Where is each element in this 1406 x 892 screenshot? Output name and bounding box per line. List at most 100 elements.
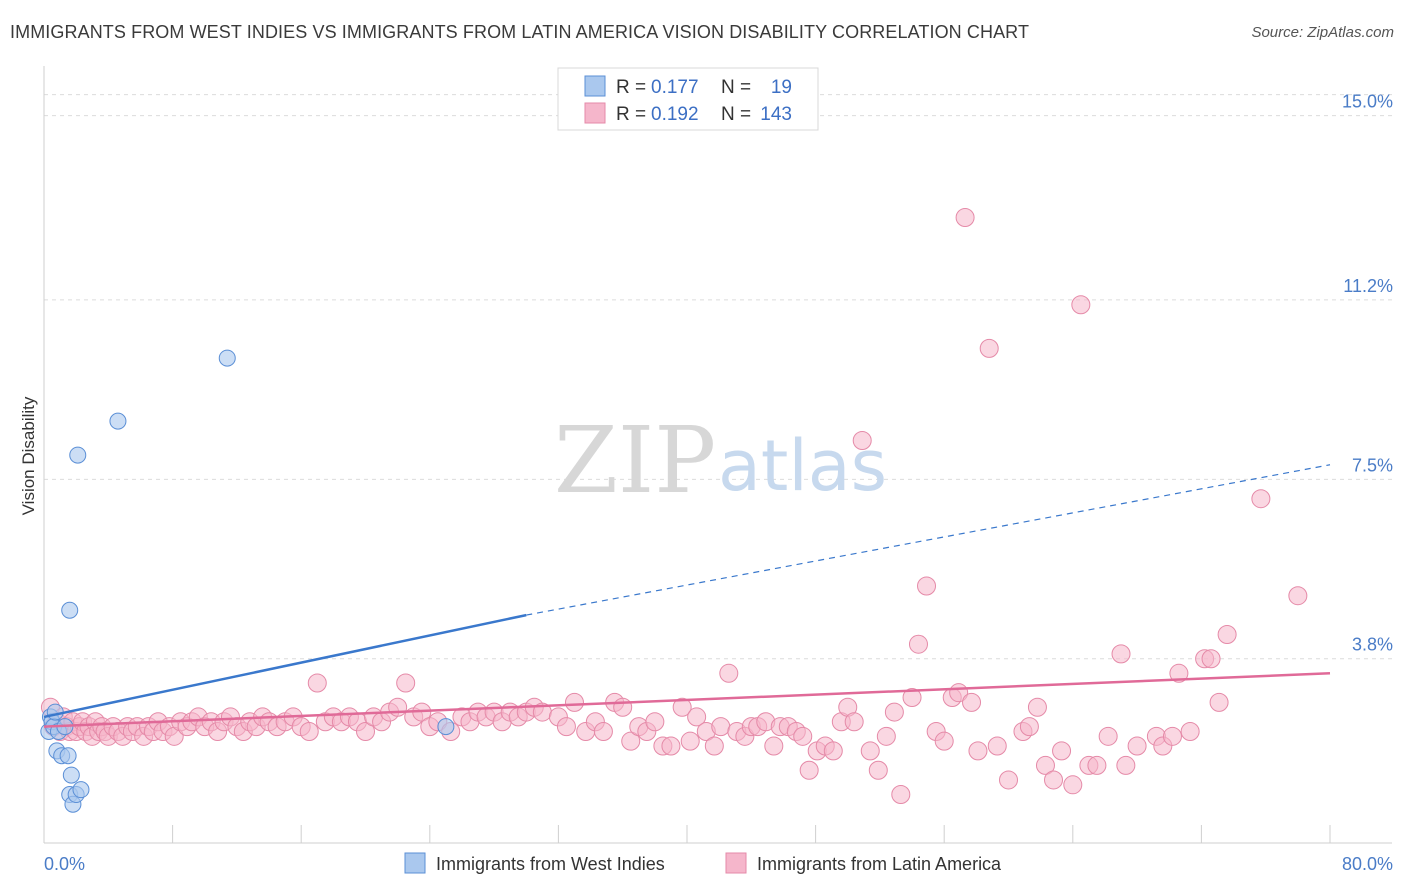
legend-r-value-1: 0.177 [651,77,699,98]
latin-america-point [307,673,327,693]
west-indies-point [62,766,80,784]
legend-swatch-blue [584,75,606,97]
legend-n-value-1: 19 [771,77,792,98]
west-indies-point [218,349,236,367]
latin-america-point [621,731,641,751]
west-indies-point [59,747,77,765]
latin-america-point [876,726,896,746]
latin-america-point [1209,692,1229,712]
latin-america-point [719,663,739,683]
x-tick-labels: 0.0% 80.0% [44,854,1393,874]
latin-america-point [299,721,319,741]
y-tick-label: 15.0% [1342,92,1393,112]
x-tick-label-max: 80.0% [1342,854,1393,874]
west-indies-point [437,718,455,736]
watermark-zip: ZIP [554,407,716,514]
latin-america-point [1162,726,1182,746]
latin-america-point [962,692,982,712]
legend-n-label-2: N = [721,104,751,125]
legend-r-label-2: R = [616,104,646,125]
latin-america-point [987,736,1007,756]
legend-swatch-pink [584,102,606,124]
x-tick-label-min: 0.0% [44,854,85,874]
latin-america-point [593,721,613,741]
latin-america-point [860,741,880,761]
bottom-legend-label-west-indies: Immigrants from West Indies [436,854,665,874]
gridlines [44,94,1392,660]
latin-america-trend [43,672,1331,728]
trend-lines [43,464,1331,728]
latin-america-point [999,770,1018,790]
latin-america-point [1035,755,1055,775]
latin-america-point [902,688,922,708]
legend-r-value-2: 0.192 [651,104,699,125]
bottom-legend: Immigrants from West Indies Immigrants f… [404,852,1002,874]
latin-america-point [1116,755,1136,775]
latin-america-point [711,717,731,737]
latin-america-point [1063,775,1083,795]
bottom-legend-swatch-blue [404,852,426,874]
latin-america-point [764,736,784,756]
y-tick-label: 7.5% [1352,455,1393,475]
latin-america-point [396,673,416,693]
latin-america-point [1019,717,1039,737]
latin-america-point [1217,624,1237,644]
latin-america-point [1071,295,1091,315]
west-indies-points [40,349,455,813]
top-legend: R = 0.177 N = 19 R = 0.192 N = 143 [557,67,819,131]
latin-america-point [891,785,911,805]
legend-r-label-1: R = [616,77,646,98]
source-label: Source: ZipAtlas.com [1251,24,1394,41]
latin-america-point [1044,770,1064,790]
latin-america-point [704,736,724,756]
legend-n-label-1: N = [721,77,751,98]
latin-america-point [793,726,813,746]
latin-america-point [917,576,937,596]
latin-america-point [1052,741,1072,761]
latin-america-point [852,431,872,451]
latin-america-point [1127,736,1147,756]
west-indies-trend-dashed [526,464,1331,616]
latin-america-point [356,721,375,741]
y-tick-labels: 3.8% 7.5% 11.2% 15.0% [1342,92,1393,655]
latin-america-point [1087,755,1107,775]
latin-america-point [868,760,888,780]
latin-america-point [680,731,700,751]
latin-america-point [823,741,843,761]
latin-america-point [1180,721,1200,741]
latin-america-points [40,207,1308,805]
latin-america-point [1098,726,1118,746]
latin-america-point [672,697,692,717]
latin-america-point [645,712,665,732]
latin-america-point [1201,649,1221,669]
west-indies-point [61,601,79,619]
latin-america-point [968,741,988,761]
latin-america-point [844,712,864,732]
watermark: ZIP atlas [554,407,887,514]
latin-america-point [908,634,928,654]
bottom-legend-swatch-pink [725,852,747,874]
legend-n-value-2: 143 [760,104,792,125]
west-indies-trend-solid [43,613,527,719]
latin-america-point [1288,586,1308,606]
latin-america-point [1111,644,1131,664]
latin-america-point [799,760,819,780]
latin-america-point [661,736,681,756]
latin-america-point [979,338,999,358]
latin-america-point [564,692,584,712]
latin-america-point [1251,489,1271,509]
latin-america-point [1169,663,1189,683]
latin-america-point [884,702,904,722]
chart-title: IMMIGRANTS FROM WEST INDIES VS IMMIGRANT… [10,22,1030,42]
latin-america-point [955,207,975,227]
latin-america-point [388,697,408,717]
west-indies-point [109,412,127,430]
west-indies-point [46,703,64,721]
y-tick-label: 11.2% [1343,276,1393,296]
west-indies-point [72,781,90,799]
latin-america-point [556,717,576,737]
y-tick-label: 3.8% [1352,635,1393,655]
y-axis-label: Vision Disability [19,396,38,515]
latin-america-point [613,697,633,717]
